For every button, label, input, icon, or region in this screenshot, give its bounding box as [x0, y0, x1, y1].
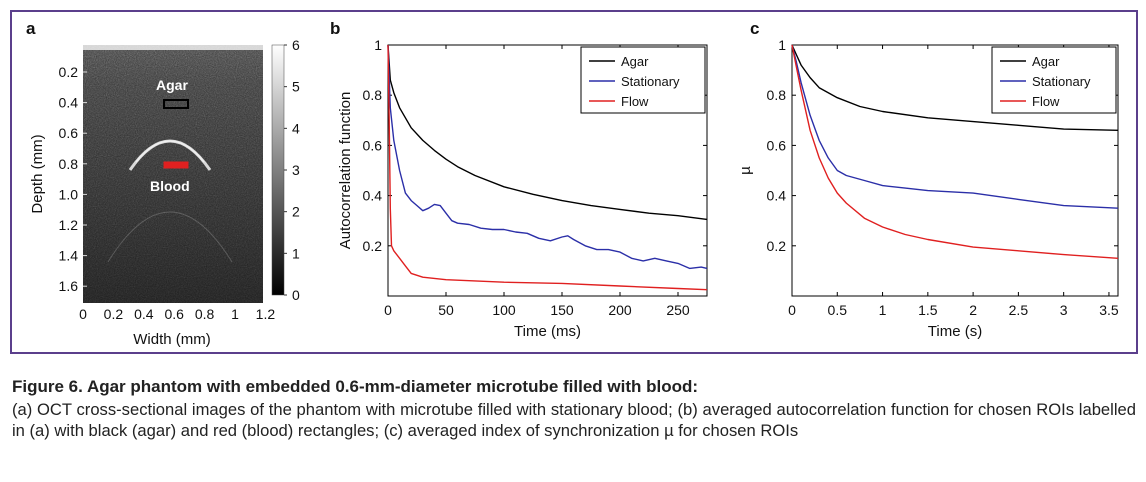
oct-image [83, 45, 263, 303]
y-tick-label: 0.6 [767, 137, 787, 153]
y-tick-label: 0.4 [767, 188, 787, 204]
y-tick-label: 1 [778, 37, 786, 53]
panel-a-x-tick-label: 0.4 [134, 306, 154, 322]
panel-a-y-tick-label: 0.6 [59, 125, 79, 141]
legend-label: Stationary [1032, 74, 1091, 89]
x-axis-label: Time (ms) [514, 323, 581, 340]
series-line-stationary [791, 44, 1119, 209]
x-tick-label: 0 [788, 302, 796, 318]
series-line-stationary [387, 44, 708, 270]
colorbar [271, 44, 285, 296]
x-tick-label: 0.5 [828, 302, 848, 318]
y-tick-label: 0.8 [767, 87, 787, 103]
colorbar-tick-label: 0 [292, 287, 300, 303]
panel-a-y-tick-label: 1.0 [59, 186, 79, 202]
colorbar-ticks: 0 1 2 3 4 5 6 [284, 37, 300, 303]
x-tick-label: 150 [550, 302, 574, 318]
panel-c-letter: c [750, 19, 759, 38]
x-tick-label: 250 [666, 302, 690, 318]
chart-c: 0 0.5 1 1.5 2 2.5 3 3.5 0.2 0.4 0.6 0.8 1 Time (s) µ Ag… [737, 37, 1119, 340]
x-tick-label: 2 [969, 302, 977, 318]
y-tick-label: 0.4 [363, 188, 383, 204]
panel-a-y-tick-label: 1.6 [59, 278, 79, 294]
panel-a-x-tick-label: 0.8 [195, 306, 215, 322]
panel-a-y-tick-label: 1.4 [59, 248, 79, 264]
panel-a-y-tick-label: 0.8 [59, 156, 79, 172]
x-tick-label: 200 [608, 302, 632, 318]
y-axis-label: Autocorrelation function [337, 92, 354, 250]
panel-b-letter: b [330, 19, 340, 38]
x-tick-label: 0 [384, 302, 392, 318]
panel-a-x-tick-label: 0.6 [164, 306, 184, 322]
y-tick-label: 0.2 [767, 238, 787, 254]
x-tick-label: 3.5 [1099, 302, 1119, 318]
x-tick-label: 1.5 [918, 302, 938, 318]
y-tick-label: 1 [374, 37, 382, 53]
colorbar-tick-label: 2 [292, 204, 300, 220]
panel-a-x-tick-label: 1 [231, 306, 239, 322]
x-tick-label: 50 [438, 302, 454, 318]
panel-c: c 0 0.5 1 1.5 2 2.5 3 3.5 0.2 0.4 0.6 0.8 1 Time (s) µ… [737, 19, 1119, 340]
series-line-agar [791, 44, 1119, 131]
series-line-agar [387, 44, 708, 221]
figure-caption: Figure 6. Agar phantom with embedded 0.6… [12, 376, 1136, 441]
colorbar-tick-label: 5 [292, 79, 300, 95]
roi-blood-rectangle [163, 161, 189, 169]
x-tick-label: 1 [879, 302, 887, 318]
caption-body: (a) OCT cross-sectional images of the ph… [12, 400, 1136, 440]
panel-a-y-tick-label: 1.2 [59, 217, 79, 233]
y-tick-label: 0.2 [363, 238, 383, 254]
roi-agar-label: Agar [156, 77, 188, 93]
legend-label: Flow [621, 94, 649, 109]
series-line-flow [387, 44, 708, 291]
colorbar-tick-label: 1 [292, 245, 300, 261]
legend-label: Stationary [621, 74, 680, 89]
x-tick-label: 100 [492, 302, 516, 318]
panel-a-ylabel: Depth (mm) [29, 134, 46, 213]
x-tick-label: 2.5 [1009, 302, 1029, 318]
colorbar-tick-label: 3 [292, 162, 300, 178]
panel-a-x-ticks: 0 0.2 0.4 0.6 0.8 1 1.2 [79, 306, 275, 322]
panel-b: b 0 50 100 150 200 250 0.2 0.4 0.6 0.8 1 Time (ms) A… [330, 19, 708, 340]
legend-label: Flow [1032, 94, 1060, 109]
legend-label: Agar [1032, 54, 1060, 69]
panel-a-y-ticks: 0.2 0.4 0.6 0.8 1.0 1.2 1.4 1.6 [59, 64, 87, 294]
panel-a-y-tick-label: 0.2 [59, 64, 79, 80]
y-tick-label: 0.8 [363, 87, 383, 103]
x-axis-label: Time (s) [928, 323, 982, 340]
panel-a-x-tick-label: 0 [79, 306, 87, 322]
caption-title: Figure 6. Agar phantom with embedded 0.6… [12, 377, 699, 396]
roi-blood-label: Blood [150, 178, 190, 194]
chart-b: 0 50 100 150 200 250 0.2 0.4 0.6 0.8 1 Time (ms) Aut… [337, 37, 708, 340]
legend-box [991, 46, 1117, 114]
y-tick-label: 0.6 [363, 137, 383, 153]
panel-a-xlabel: Width (mm) [133, 331, 211, 348]
panel-a-y-tick-label: 0.4 [59, 95, 79, 111]
panel-a-x-tick-label: 0.2 [104, 306, 124, 322]
roi-agar-rectangle [163, 99, 189, 109]
colorbar-tick-label: 6 [292, 37, 300, 53]
legend-box [580, 46, 706, 114]
panel-a-letter: a [26, 19, 36, 38]
panel-a-x-tick-label: 1.2 [256, 306, 276, 322]
legend-label: Agar [621, 54, 649, 69]
x-tick-label: 3 [1060, 302, 1068, 318]
colorbar-tick-label: 4 [292, 120, 300, 136]
y-axis-label: µ [737, 166, 754, 175]
series-line-flow [791, 44, 1119, 259]
